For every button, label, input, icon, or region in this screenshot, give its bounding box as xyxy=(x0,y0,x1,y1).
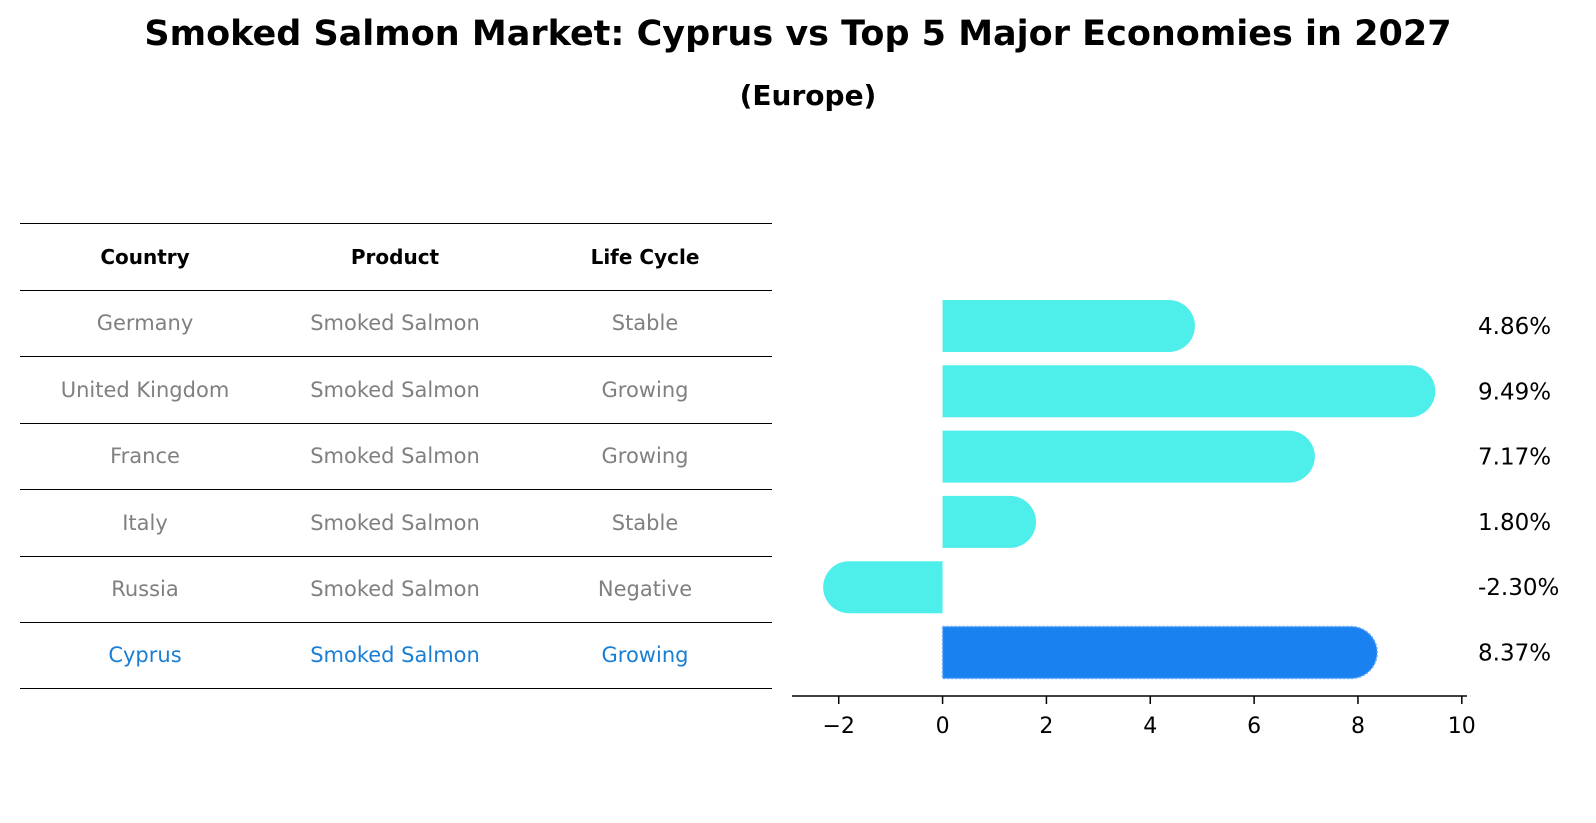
chart-title: Smoked Salmon Market: Cyprus vs Top 5 Ma… xyxy=(144,14,1452,54)
x-tick-label: 8 xyxy=(1351,714,1365,739)
table-header-row: Country Product Life Cycle xyxy=(20,223,772,290)
country-cell: Russia xyxy=(111,577,179,602)
x-tick-label: 6 xyxy=(1247,714,1261,739)
header-life-cycle: Life Cycle xyxy=(590,244,700,269)
x-tick-label: 0 xyxy=(936,714,950,739)
product-cell: Smoked Salmon xyxy=(310,577,480,602)
life-cycle-cell: Stable xyxy=(611,510,679,535)
country-cell: United Kingdom xyxy=(60,377,230,402)
value-label: 8.37% xyxy=(1478,641,1551,667)
life-cycle-cell: Negative xyxy=(597,577,693,602)
table-row: United Kingdom Smoked Salmon Growing xyxy=(20,356,772,423)
product-cell: Smoked Salmon xyxy=(310,643,480,668)
value-label: -2.30% xyxy=(1478,575,1559,601)
bar-russia xyxy=(823,561,943,614)
table-row: Russia Smoked Salmon Negative xyxy=(20,555,772,623)
value-label: 1.80% xyxy=(1478,510,1551,536)
table-row: Germany Smoked Salmon Stable xyxy=(20,289,772,357)
x-tick-label: 10 xyxy=(1448,714,1476,739)
table-row: Italy Smoked Salmon Stable xyxy=(20,489,772,556)
life-cycle-cell: Growing xyxy=(601,377,689,402)
value-label: 4.86% xyxy=(1478,314,1551,340)
bar-cyprus xyxy=(941,625,1378,680)
value-label: 7.17% xyxy=(1478,445,1551,471)
product-cell: Smoked Salmon xyxy=(310,444,480,469)
value-label: 9.49% xyxy=(1478,379,1551,405)
bar-germany xyxy=(942,300,1195,352)
table-row-highlight: Cyprus Smoked Salmon Growing xyxy=(20,622,772,689)
bar-france xyxy=(942,430,1315,483)
x-tick-label: 2 xyxy=(1039,714,1053,739)
product-cell: Smoked Salmon xyxy=(310,510,480,535)
x-tick-label: −2 xyxy=(823,714,855,739)
x-tick-label: 4 xyxy=(1143,714,1157,739)
header-product: Product xyxy=(350,244,440,269)
country-cell: Cyprus xyxy=(108,643,182,668)
country-cell: Italy xyxy=(122,510,168,535)
table-row: France Smoked Salmon Growing xyxy=(20,422,772,490)
header-country: Country xyxy=(100,244,190,269)
data-table: Country Product Life Cycle Germany Smoke… xyxy=(20,223,772,689)
life-cycle-cell: Growing xyxy=(601,643,689,668)
product-cell: Smoked Salmon xyxy=(310,311,480,336)
country-cell: Germany xyxy=(96,311,194,336)
life-cycle-cell: Growing xyxy=(601,444,689,469)
chart-subtitle: (Europe) xyxy=(739,79,877,112)
bar-italy xyxy=(942,495,1037,548)
country-cell: France xyxy=(110,444,180,469)
life-cycle-cell: Stable xyxy=(611,311,679,336)
bar-united-kingdom xyxy=(942,365,1436,418)
product-cell: Smoked Salmon xyxy=(310,377,480,402)
